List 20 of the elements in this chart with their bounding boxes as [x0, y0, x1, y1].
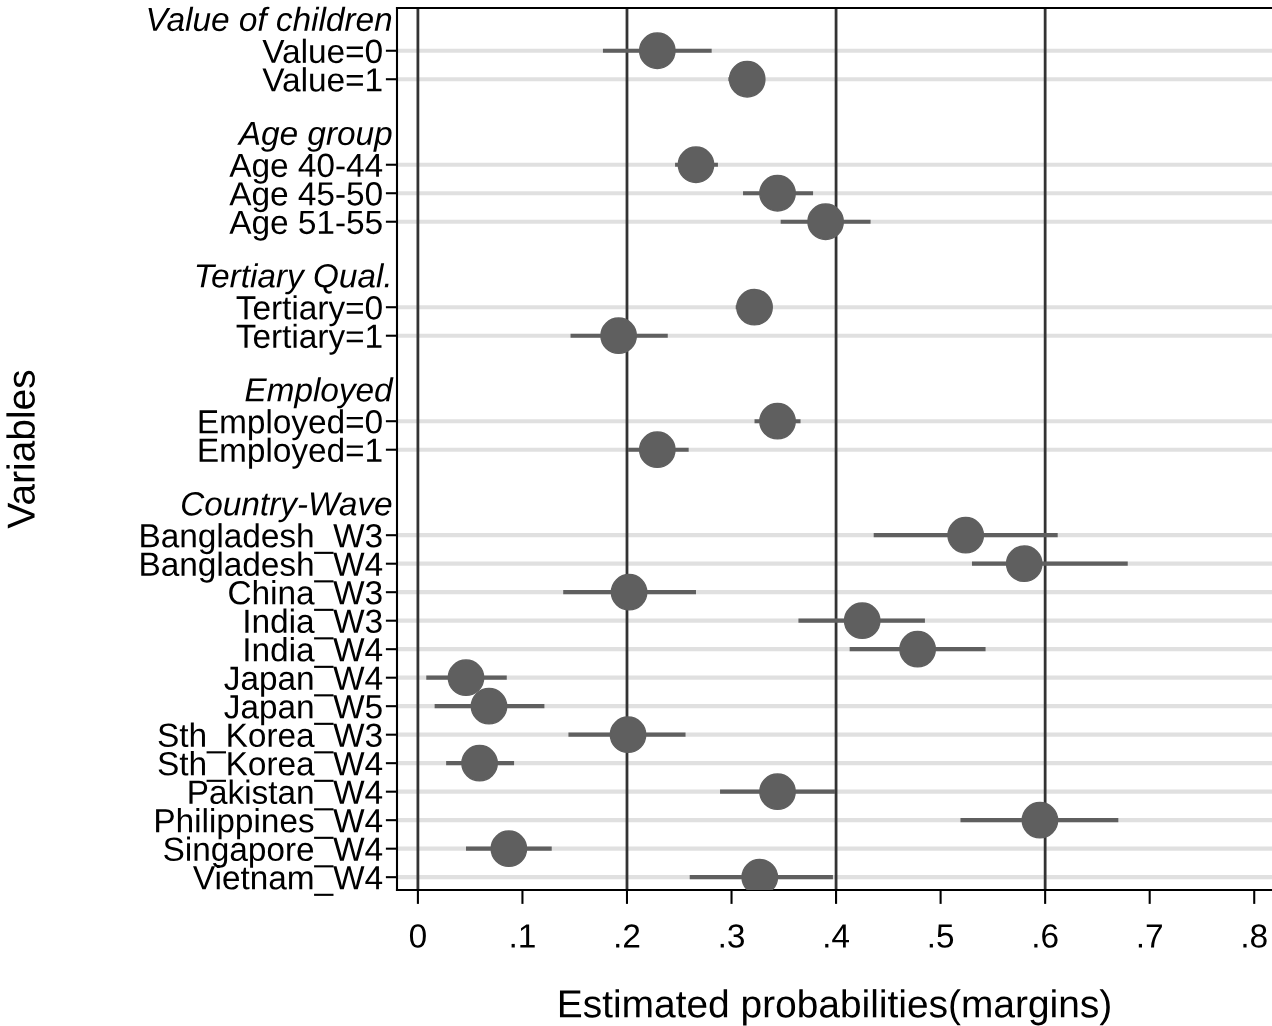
- y-axis-title: Variables: [6, 370, 35, 529]
- x-tick-label: .8: [1243, 924, 1267, 948]
- x-tick-label: .4: [825, 924, 849, 948]
- x-tick-label: .3: [720, 924, 744, 948]
- y-tick-label: Value of children: [148, 6, 392, 32]
- x-tick-label: .2: [616, 924, 640, 948]
- y-tick-label: Employed: [245, 377, 394, 409]
- x-tick-label: .1: [511, 924, 535, 948]
- x-tick-label: .7: [1138, 924, 1162, 948]
- x-axis-title: Estimated probabilities(margins): [559, 989, 1110, 1026]
- y-tick-label: Age group: [237, 121, 392, 152]
- y-tick-label: Value=1: [262, 67, 382, 92]
- x-tick-label: .6: [1034, 924, 1058, 948]
- y-tick-label: Tertiary Qual.: [196, 263, 389, 295]
- y-tick-label: Japan_W4: [224, 666, 383, 697]
- y-tick-label: Age 51-55: [229, 210, 382, 241]
- x-tick-label: .5: [929, 924, 954, 948]
- x-tick-label: 0: [409, 924, 426, 948]
- y-tick-label: Value=0: [262, 38, 382, 64]
- y-tick-label: Country-Wave: [182, 492, 392, 523]
